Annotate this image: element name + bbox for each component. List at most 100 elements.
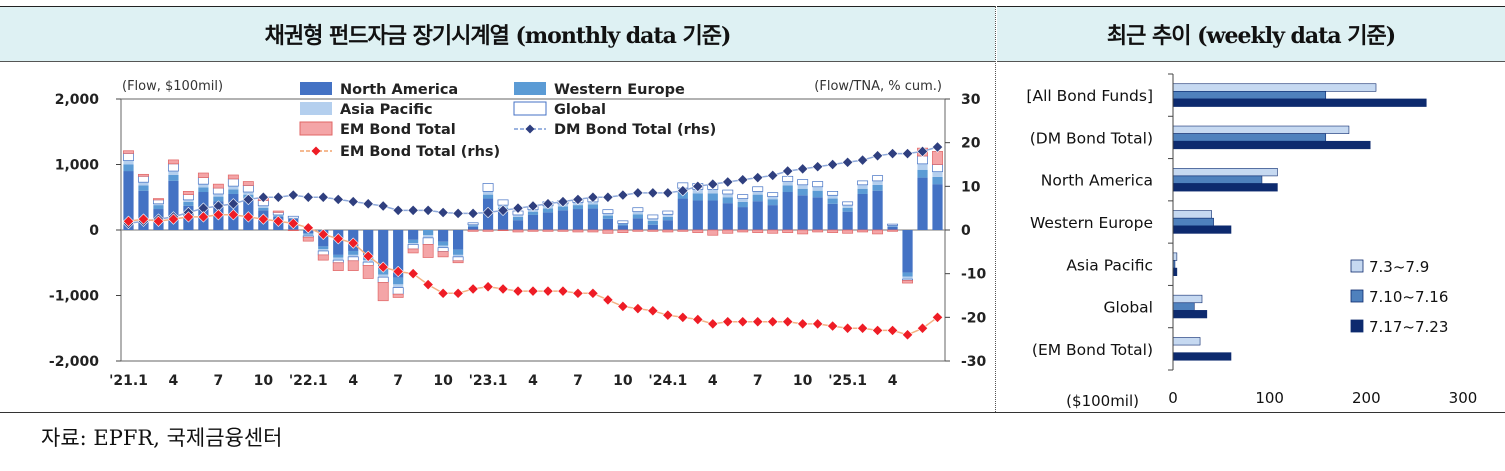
bar-global [347,256,359,262]
legend-swatch [514,82,546,95]
bar-asia-pacific [827,195,838,199]
em-rhs-point [722,316,734,328]
bar-north-america [632,218,643,230]
x-tick-label: 4 [888,373,898,389]
left-y-unit-label: (Flow, $100mil) [122,79,223,94]
bar-asia-pacific [647,218,658,221]
em-rhs-point [302,222,314,234]
legend-label: 7.17~7.23 [1369,318,1448,336]
right-chart-title: 최근 추이 (weekly data 기준) [1106,23,1396,49]
legend-label: EM Bond Total (rhs) [340,144,500,160]
dm-rhs-point [407,204,419,216]
right-categories: [All Bond Funds] (DM Bond Total) North Ame… [1026,87,1153,359]
x-tick-label: 100 [1255,389,1284,407]
left-y-tick-label: -1,000 [49,289,99,305]
em-rhs-point [647,305,659,317]
bar-western-europe [932,176,943,185]
bar-em-bond-total [857,229,869,233]
bar-north-america [408,230,419,240]
bar-em-bond-total [842,229,854,234]
em-rhs-point [152,215,165,227]
em-rhs-point [272,215,284,227]
bar-global [617,220,629,224]
bar-global [197,177,209,185]
em-rhs-point [841,322,854,334]
bar-global [407,244,419,250]
hbar-7-3-7-9 [1172,168,1278,177]
category-label: North America [1041,172,1153,190]
bar-asia-pacific [123,160,134,165]
dm-rhs-point [347,195,359,208]
bar-asia-pacific [258,205,269,208]
bar-western-europe [587,204,599,209]
panel-divider [995,6,996,412]
bar-north-america [542,212,554,230]
right-y-tick-label: 0 [961,223,971,239]
dm-rhs-point [707,178,719,190]
bar-western-europe [258,207,269,211]
legend-label: 7.3~7.9 [1369,258,1429,276]
x-tick-label: 4 [528,373,538,389]
bar-western-europe [123,164,134,172]
bar-north-america [752,201,763,230]
dm-rhs-point [752,171,764,184]
dm-rhs-point [856,154,869,166]
bar-north-america [902,230,913,273]
em-rhs-point [916,322,929,334]
bar-em-bond-total [557,229,569,232]
category-label: (DM Bond Total) [1030,129,1153,147]
right-y-tick-label: 20 [961,136,981,152]
hbar-7-3-7-9 [1172,83,1377,92]
legend-label: EM Bond Total [340,122,456,138]
bar-western-europe [183,201,194,206]
em-rhs-point [677,311,689,323]
bar-western-europe [512,216,524,221]
legend-swatch [300,82,332,95]
x-tick-label: 7 [214,373,224,389]
bar-western-europe [602,215,614,219]
em-rhs-point [227,209,239,221]
right-x-axis: 0 100 200 300 ($100mil) [1066,73,1477,410]
bar-western-europe [647,220,658,225]
legend-label: Asia Pacific [340,102,433,118]
dm-rhs-point [647,187,659,199]
bar-western-europe [333,254,344,258]
bar-north-america [557,210,569,230]
bar-asia-pacific [812,186,823,191]
bar-em-bond-total [767,229,779,234]
x-tick-label: 10 [433,373,453,389]
em-rhs-point [527,285,539,297]
bar-western-europe [213,196,224,202]
bar-asia-pacific [872,180,883,185]
hbar-7-10-7-16 [1172,302,1195,311]
bar-western-europe [408,239,419,244]
x-tick-label: 10 [793,373,813,389]
bar-asia-pacific [632,211,643,215]
left-y-tick-label: 0 [89,223,99,239]
bar-western-europe [662,216,673,221]
x-axis: '21.1 4 7 10 '22.1 4 7 10 '23.1 4 7 10 '24.1 4 7 10 '25.… [109,373,898,389]
bar-em-bond-total [467,229,479,232]
bar-em-bond-total [302,236,314,242]
bar-em-bond-total [887,229,899,232]
dm-rhs-point [692,180,704,192]
bar-asia-pacific [797,184,808,189]
em-rhs-point [242,211,254,223]
bar-global [917,155,928,165]
bar-asia-pacific [707,189,718,194]
bar-asia-pacific [587,201,599,205]
bar-western-europe [303,233,314,235]
x-tick-label: 7 [393,373,403,389]
bar-em-bond-total [692,229,704,233]
em-rhs-point [362,250,374,262]
bar-em-bond-total [647,229,659,232]
bar-north-america [467,226,479,230]
bar-asia-pacific [482,191,494,195]
dm-rhs-point [871,150,884,162]
rhs-lines [122,141,944,341]
em-rhs-point [827,320,839,332]
legend-label: 7.10~7.16 [1369,288,1448,306]
x-tick-label: '22.1 [289,373,328,389]
bar-global [932,164,943,173]
em-rhs-point [197,211,210,223]
